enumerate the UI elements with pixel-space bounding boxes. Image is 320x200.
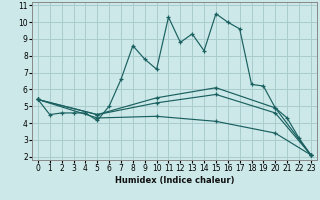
X-axis label: Humidex (Indice chaleur): Humidex (Indice chaleur)	[115, 176, 234, 185]
